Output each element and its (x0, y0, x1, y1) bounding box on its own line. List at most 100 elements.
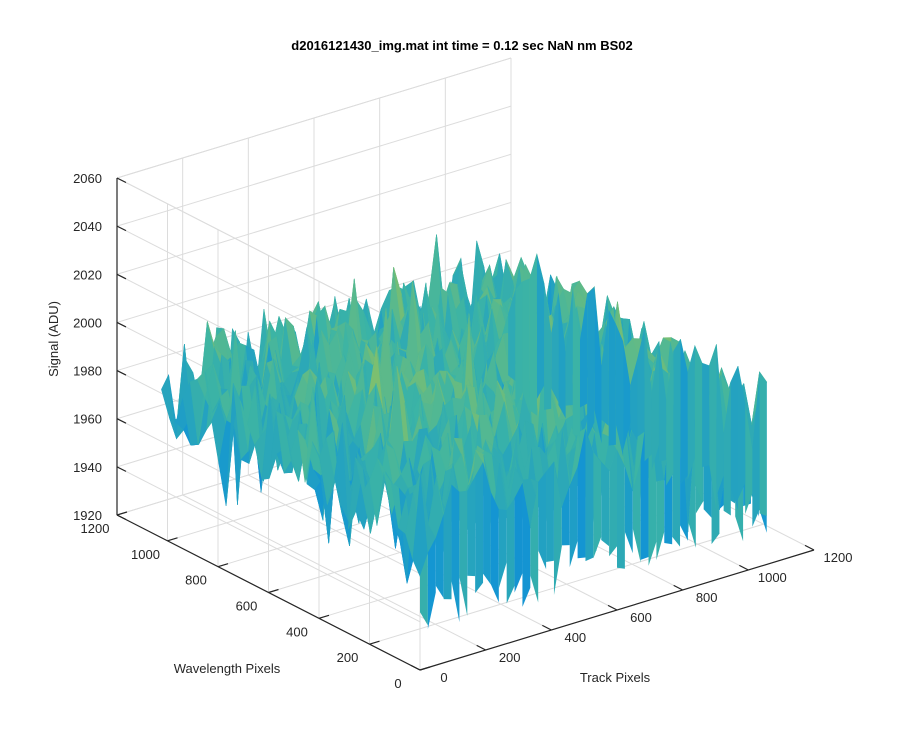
surface-skirt (644, 327, 652, 462)
ticks-layer: 0 200 400 600 800 1000 1200 0 200 400 600 800 1000 12… (73, 171, 852, 691)
z-tick-label: 1980 (73, 364, 102, 379)
y-tick-mark (167, 537, 178, 542)
z-axis-label: Signal (ADU) (46, 301, 61, 377)
x-tick-mark (410, 664, 421, 671)
surface-skirt (551, 292, 559, 403)
surface-skirt (538, 471, 547, 570)
x-tick-mark (607, 604, 618, 611)
grid-line (116, 201, 512, 323)
z-tick-label: 2060 (73, 171, 102, 186)
y-tick-mark (419, 666, 431, 671)
surface-skirt (609, 449, 617, 557)
surface-skirt (508, 289, 516, 382)
surface-skirt (601, 309, 609, 426)
x-tick-mark (542, 624, 552, 631)
surface-skirt (637, 327, 645, 437)
surface-skirt (475, 462, 484, 594)
surface-skirt (673, 339, 681, 462)
surface-skirt (608, 309, 616, 446)
surface-layer (161, 234, 768, 630)
y-tick-mark (318, 614, 330, 619)
x-tick-mark (673, 584, 683, 591)
x-tick-mark (739, 564, 749, 571)
surface-skirt (572, 287, 580, 437)
y-tick-label: 200 (337, 650, 359, 665)
y-tick-label: 800 (185, 573, 207, 588)
surface-skirt (593, 452, 602, 559)
surface-skirt (498, 509, 507, 589)
x-tick-label: 200 (499, 650, 521, 665)
surface-skirt (615, 324, 624, 457)
surface-skirt (651, 341, 659, 471)
y-tick-mark (116, 511, 128, 516)
surface-skirt (730, 366, 738, 511)
surface-skirt (737, 366, 746, 500)
y-tick-mark (268, 588, 279, 594)
z-tick-mark (116, 514, 127, 521)
surface-skirt (536, 254, 545, 399)
surface-skirt (617, 449, 625, 569)
x-tick-label: 0 (440, 670, 447, 685)
surface-skirt (558, 292, 566, 419)
surface-skirt (459, 491, 468, 616)
surface-skirt (680, 339, 688, 485)
z-tick-label: 2000 (73, 315, 102, 330)
surface-skirt (709, 344, 717, 512)
z-tick-mark (116, 225, 127, 232)
z-tick-label: 1960 (73, 412, 102, 427)
surface-skirt (522, 278, 530, 415)
surface-skirt (561, 485, 570, 546)
surface-skirt (632, 460, 641, 563)
surface-skirt (483, 462, 491, 585)
y-tick-label: 1200 (81, 521, 110, 536)
surface-skirt (490, 492, 499, 603)
y-tick-label: 0 (394, 676, 401, 691)
surface-skirt (530, 482, 539, 603)
y-tick-label: 400 (286, 624, 308, 639)
surface-skirt (544, 283, 552, 410)
z-tick-label: 2040 (73, 219, 102, 234)
z-tick-mark (116, 273, 127, 280)
surface-skirt (565, 287, 573, 406)
z-tick-label: 1940 (73, 460, 102, 475)
surface-skirt (467, 476, 476, 577)
box-edge (116, 57, 512, 179)
x-tick-label: 1200 (824, 550, 853, 565)
surface-skirt (630, 358, 638, 441)
surface-skirt (666, 351, 674, 486)
chart-title: d2016121430_img.mat int time = 0.12 sec … (291, 38, 632, 53)
surface-skirt (759, 371, 767, 517)
y-tick-mark (369, 640, 380, 645)
surface-skirt (529, 254, 537, 416)
x-tick-label: 600 (630, 610, 652, 625)
surface-skirt (624, 466, 633, 554)
z-tick-mark (116, 370, 127, 376)
y-tick-label: 600 (236, 599, 258, 614)
x-tick-mark (476, 644, 486, 651)
surface-skirt (694, 345, 703, 502)
surface-skirt (745, 403, 753, 515)
z-tick-label: 1920 (73, 508, 102, 523)
surface-skirt (506, 498, 515, 604)
surface-skirt (443, 484, 452, 600)
surface-skirt (752, 371, 760, 527)
surface-skirt (451, 484, 460, 623)
z-tick-mark (116, 321, 127, 328)
grid-line (116, 153, 512, 275)
grid-line (369, 523, 764, 645)
surface-skirt (623, 341, 631, 451)
grid-line (116, 105, 512, 227)
y-axis-label: Wavelength Pixels (174, 661, 281, 676)
surface-skirt (587, 286, 595, 439)
box-edge (116, 177, 421, 334)
surface-skirt (569, 466, 578, 568)
surface-skirt (579, 293, 588, 408)
surface-skirt (601, 462, 610, 547)
surface-skirt (716, 344, 724, 497)
surface-skirt (553, 461, 562, 596)
surface-skirt (577, 428, 586, 559)
z-tick-mark (116, 177, 127, 184)
surface-skirt (514, 482, 523, 593)
surface-skirt (687, 345, 695, 480)
